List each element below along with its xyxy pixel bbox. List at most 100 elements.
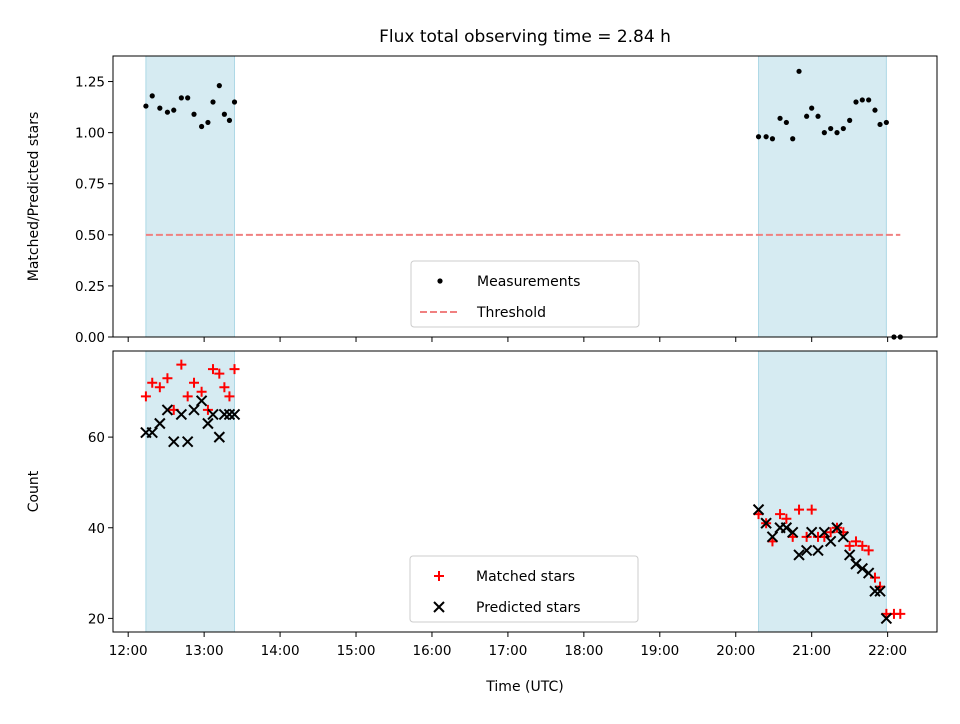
matched-star-point bbox=[825, 527, 836, 538]
legend-marker-plus bbox=[434, 571, 444, 581]
measurement-point bbox=[221, 111, 227, 117]
predicted-star-point bbox=[168, 435, 180, 448]
matched-star-point bbox=[775, 509, 786, 520]
measurement-point bbox=[171, 107, 177, 113]
measurement-point bbox=[157, 105, 163, 111]
x-axis-label: Time (UTC) bbox=[485, 679, 563, 695]
matched-star-point bbox=[196, 386, 207, 397]
x-tick-label: 14:00 bbox=[261, 643, 300, 659]
legend-marker-dot bbox=[437, 278, 443, 284]
x-tick-label: 21:00 bbox=[792, 643, 831, 659]
predicted-star-point bbox=[218, 408, 231, 421]
matched-star-point bbox=[806, 504, 817, 515]
legend-box bbox=[410, 260, 640, 328]
measurement-point bbox=[783, 119, 789, 126]
x-tick-label: 19:00 bbox=[640, 643, 679, 659]
predicted-star-point bbox=[786, 526, 799, 538]
predicted-star-point bbox=[223, 408, 236, 421]
measurement-point bbox=[185, 95, 191, 101]
legend-label: Measurements bbox=[477, 274, 580, 290]
top-panel: 0.00 0.25 0.50 0.75 1.00 1.25 Matched/Predicte… bbox=[26, 55, 938, 346]
measurement-point bbox=[763, 134, 769, 140]
predicted-star-point bbox=[818, 526, 831, 538]
x-tick-label: 16:00 bbox=[413, 643, 452, 659]
predicted-star-point bbox=[213, 431, 226, 443]
predicted-star-point bbox=[805, 526, 818, 538]
y-axis-label: Matched/Predicted stars bbox=[26, 112, 42, 282]
matched-star-point bbox=[189, 377, 200, 388]
matched-star-point bbox=[863, 545, 874, 556]
predicted-star-point bbox=[869, 585, 881, 597]
predicted-star-point bbox=[862, 567, 875, 579]
measurement-point bbox=[755, 134, 762, 140]
predicted-star-point bbox=[843, 549, 856, 561]
matched-star-point bbox=[162, 373, 173, 384]
measurement-point bbox=[226, 117, 233, 123]
predicted-star-point bbox=[228, 408, 241, 421]
predicted-star-point bbox=[831, 522, 843, 534]
measurement-point bbox=[866, 97, 872, 103]
y-tick-label: 20 bbox=[88, 611, 105, 627]
measurement-point bbox=[191, 111, 197, 117]
legend-label: Threshold bbox=[476, 305, 546, 321]
measurement-point bbox=[210, 99, 216, 105]
predicted-star-point bbox=[752, 503, 765, 516]
measurement-point bbox=[883, 119, 889, 126]
predicted-star-point bbox=[181, 435, 194, 448]
matched-star-point bbox=[176, 359, 187, 370]
predicted-star-point bbox=[837, 531, 850, 543]
matched-star-point bbox=[844, 540, 855, 551]
observing-window bbox=[758, 350, 887, 633]
matched-star-point bbox=[781, 513, 792, 524]
y-tick-label: 0.75 bbox=[75, 177, 105, 193]
measurement-point bbox=[847, 117, 853, 123]
predicted-star-point bbox=[800, 544, 813, 557]
observing-window bbox=[145, 350, 236, 633]
measurement-point bbox=[164, 109, 171, 115]
y-tick-label: 0.50 bbox=[75, 228, 105, 244]
predicted-star-point bbox=[766, 531, 779, 543]
y-tick-label: 60 bbox=[88, 430, 105, 446]
predicted-star-point bbox=[793, 549, 805, 561]
predicted-star-point bbox=[207, 408, 219, 421]
predicted-star-point bbox=[188, 404, 200, 416]
legend-box bbox=[409, 555, 639, 623]
x-tick-label: 17:00 bbox=[488, 643, 527, 659]
matched-star-point bbox=[147, 377, 158, 388]
legend-marker-x bbox=[433, 601, 445, 613]
matched-star-point bbox=[869, 572, 880, 583]
measurement-point bbox=[821, 130, 827, 136]
predicted-star-point bbox=[780, 522, 793, 534]
matched-star-point bbox=[857, 540, 868, 551]
measurement-point bbox=[149, 93, 155, 99]
measurement-point bbox=[178, 95, 184, 101]
predicted-star-point bbox=[874, 585, 886, 597]
measurement-point bbox=[877, 121, 883, 128]
predicted-star-point bbox=[161, 404, 174, 416]
measurement-point bbox=[815, 113, 821, 119]
predicted-star-point bbox=[202, 417, 214, 430]
measurement-point bbox=[840, 125, 846, 132]
measurement-point bbox=[769, 136, 776, 142]
matched-star-point bbox=[214, 368, 225, 379]
axes-frame bbox=[112, 350, 938, 633]
predicted-star-point bbox=[850, 558, 862, 570]
predicted-star-point bbox=[812, 544, 824, 557]
measurement-point bbox=[205, 119, 211, 126]
predicted-star-point bbox=[880, 612, 893, 625]
observing-window bbox=[145, 55, 236, 338]
measurement-point bbox=[872, 107, 878, 113]
measurement-point bbox=[790, 136, 796, 142]
measurement-point bbox=[796, 68, 802, 74]
bottom-panel: 20 40 60 Count 12:00 13:00 14:00 15:00 16:00 17:0… bbox=[26, 350, 938, 659]
measurement-point bbox=[804, 113, 810, 119]
x-tick-label: 12:00 bbox=[109, 643, 148, 659]
x-tick-label: 18:00 bbox=[564, 643, 603, 659]
measurement-point bbox=[853, 99, 859, 105]
legend-label: Predicted stars bbox=[476, 600, 581, 616]
chart-title: Flux total observing time = 2.84 h bbox=[379, 27, 671, 47]
measurement-point bbox=[828, 125, 834, 132]
measurement-point bbox=[143, 103, 149, 109]
y-tick-label: 1.00 bbox=[75, 126, 105, 142]
